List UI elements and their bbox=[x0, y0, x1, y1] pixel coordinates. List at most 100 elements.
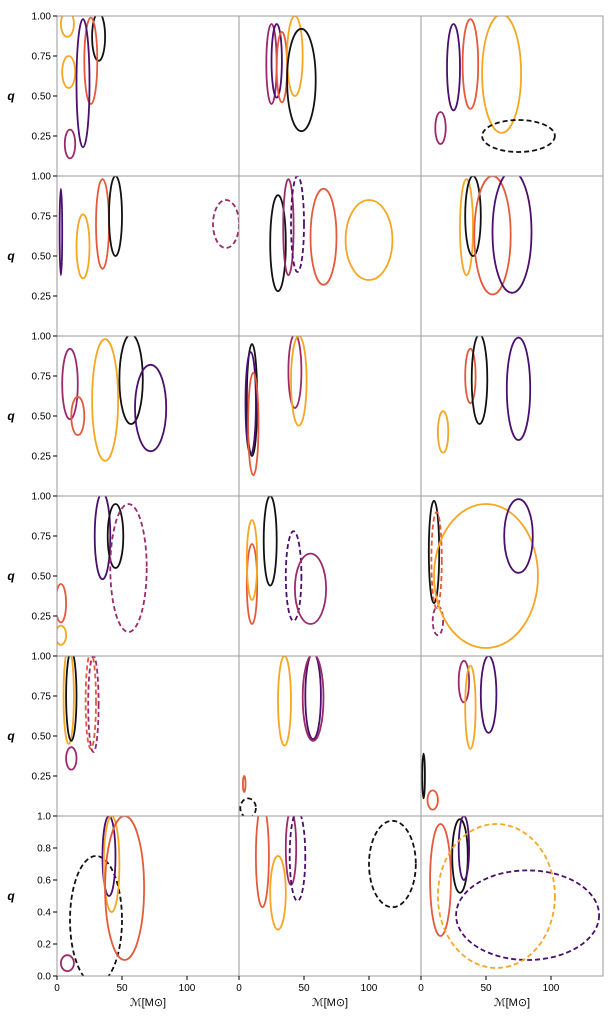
contour-magenta bbox=[425, 483, 435, 493]
contour-orange bbox=[433, 503, 539, 649]
panel-1-1 bbox=[60, 16, 106, 160]
contour-purple bbox=[93, 496, 112, 581]
panel-frame bbox=[238, 335, 422, 497]
contour-orange bbox=[75, 213, 91, 280]
x-tick-label: 100 bbox=[543, 983, 560, 994]
contour-magenta bbox=[65, 746, 78, 771]
panel-frame bbox=[420, 335, 604, 497]
panel-frame bbox=[238, 175, 422, 337]
y-tick-label: 0.6 bbox=[37, 876, 51, 887]
panel-2-1 bbox=[58, 176, 239, 280]
y-axis-label: q bbox=[7, 409, 15, 423]
contour-coral bbox=[255, 816, 270, 909]
contour-coral bbox=[104, 816, 145, 961]
contour-orange bbox=[277, 656, 292, 747]
contour-black-dashed bbox=[69, 855, 123, 976]
y-tick-label: 0.2 bbox=[37, 940, 51, 951]
contour-coral bbox=[57, 583, 67, 624]
contour-black bbox=[470, 336, 489, 425]
contour-orange bbox=[62, 656, 75, 745]
contour-magenta bbox=[457, 659, 470, 704]
x-axis-label: ℳ[M⊙] bbox=[130, 997, 166, 1009]
y-tick-label: 0.25 bbox=[32, 132, 52, 143]
y-tick-label: 0.75 bbox=[32, 692, 52, 703]
x-tick-label: 0 bbox=[54, 983, 60, 994]
x-tick-label: 50 bbox=[298, 983, 310, 994]
y-tick-label: 0.75 bbox=[32, 52, 52, 63]
contour-purple bbox=[134, 363, 168, 453]
y-tick-label: 1.0 bbox=[37, 812, 51, 823]
contour-magenta bbox=[282, 178, 295, 277]
y-tick-label: 0.50 bbox=[32, 252, 52, 263]
panel-5-3 bbox=[421, 656, 498, 811]
contour-black bbox=[118, 336, 144, 425]
y-tick-label: 0.75 bbox=[32, 212, 52, 223]
y-axis-label: q bbox=[7, 729, 15, 743]
x-tick-label: 50 bbox=[480, 983, 492, 994]
y-tick-label: 0.50 bbox=[32, 92, 52, 103]
contour-orange bbox=[57, 624, 67, 646]
contour-black bbox=[464, 176, 482, 257]
y-axis-label: q bbox=[7, 889, 15, 903]
y-tick-label: 0.50 bbox=[32, 572, 52, 583]
panel-2-3 bbox=[459, 176, 533, 296]
panel-frame bbox=[420, 175, 604, 337]
contour-orange bbox=[245, 519, 259, 601]
contour-magenta bbox=[434, 111, 447, 145]
x-tick-label: 100 bbox=[179, 983, 196, 994]
panel-6-3 bbox=[429, 816, 600, 969]
contour-black-dashed bbox=[368, 819, 417, 909]
panel-frame bbox=[56, 655, 240, 817]
contour-orange bbox=[60, 16, 75, 38]
contour-magenta bbox=[301, 656, 325, 742]
contour-magenta-dashed bbox=[212, 199, 239, 249]
y-tick-label: 0.75 bbox=[32, 532, 52, 543]
contour-magenta-dashed bbox=[431, 605, 444, 637]
contour-purple-dashed bbox=[288, 816, 307, 902]
contour-magenta bbox=[287, 336, 303, 409]
panel-3-3 bbox=[436, 336, 532, 454]
contour-coral bbox=[464, 347, 477, 405]
y-tick-label: 1.00 bbox=[32, 12, 52, 23]
y-tick-label: 1.00 bbox=[32, 332, 52, 343]
contour-coral-dashed bbox=[430, 511, 443, 609]
y-axis-label: q bbox=[7, 89, 15, 103]
contour-black bbox=[108, 176, 123, 257]
contour-purple bbox=[491, 176, 533, 294]
contour-black bbox=[421, 752, 426, 800]
y-tick-label: 1.00 bbox=[32, 172, 52, 183]
contour-purple bbox=[505, 336, 532, 441]
y-tick-label: 0.25 bbox=[32, 612, 52, 623]
contour-coral-dashed bbox=[84, 656, 97, 750]
contour-orange bbox=[464, 664, 477, 750]
x-axis-label: ℳ[M⊙] bbox=[494, 997, 530, 1009]
contour-black bbox=[269, 194, 287, 293]
contour-black bbox=[427, 499, 441, 605]
x-tick-label: 0 bbox=[236, 983, 242, 994]
contour-orange bbox=[91, 338, 119, 462]
contour-orange bbox=[269, 855, 287, 931]
panel-4-1 bbox=[57, 496, 148, 646]
y-tick-label: 0.25 bbox=[32, 772, 52, 783]
contour-purple bbox=[503, 498, 534, 574]
y-tick-label: 0.0 bbox=[37, 972, 51, 983]
panel-3-1 bbox=[61, 336, 168, 462]
y-tick-label: 1.00 bbox=[32, 492, 52, 503]
panel-1-3 bbox=[434, 16, 556, 153]
y-tick-label: 0.4 bbox=[37, 908, 51, 919]
contour-purple bbox=[244, 351, 257, 456]
y-tick-label: 0.8 bbox=[37, 844, 51, 855]
contour-magenta bbox=[61, 347, 79, 421]
panel-frame bbox=[420, 495, 604, 657]
contour-purple bbox=[457, 816, 470, 881]
y-tick-label: 0.25 bbox=[32, 452, 52, 463]
contour-coral bbox=[473, 176, 512, 296]
contour-magenta-dashed bbox=[87, 656, 100, 753]
contour-magenta bbox=[60, 954, 75, 973]
panel-6-1 bbox=[60, 816, 145, 976]
contour-black bbox=[106, 503, 125, 569]
contour-coral bbox=[83, 16, 99, 105]
contour-coral bbox=[241, 775, 247, 793]
x-axis-label: ℳ[M⊙] bbox=[312, 997, 348, 1009]
